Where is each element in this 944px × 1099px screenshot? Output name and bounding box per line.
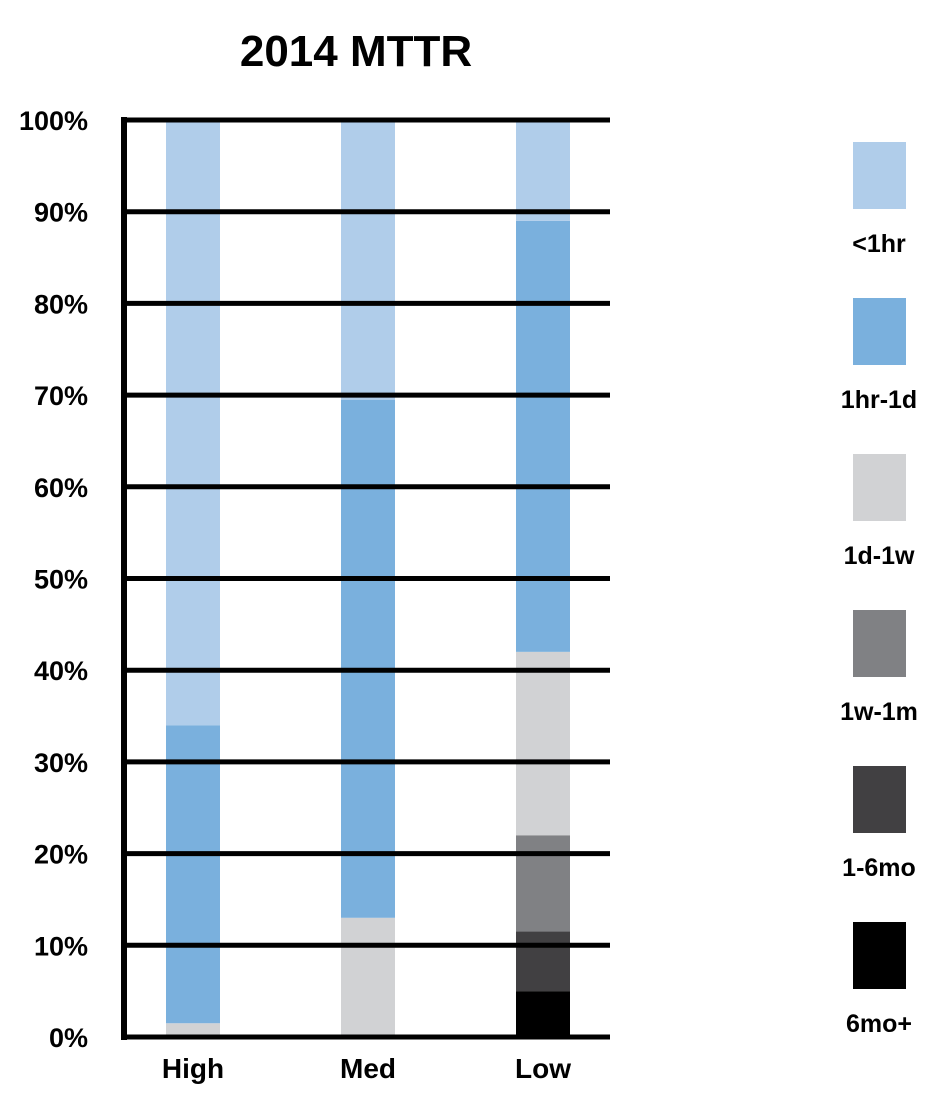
legend-label-6mo: 6mo+ bbox=[846, 1010, 912, 1038]
legend-swatch-1-6mo bbox=[853, 766, 906, 833]
y-tick-label: 10% bbox=[34, 931, 88, 961]
legend-swatch-1hr bbox=[853, 142, 906, 209]
legend-swatch-1d-1w bbox=[853, 454, 906, 521]
bar-low-1hr bbox=[516, 120, 570, 221]
bar-med-1hr-1d bbox=[341, 399, 395, 918]
y-tick-label: 50% bbox=[34, 565, 88, 595]
bar-med-1d-1w bbox=[341, 917, 395, 1037]
legend-swatch-1w-1m bbox=[853, 610, 906, 677]
legend-swatch-1hr-1d bbox=[853, 298, 906, 365]
y-tick-label: 80% bbox=[34, 289, 88, 319]
y-tick-label: 100% bbox=[19, 106, 88, 136]
legend-label-1d-1w: 1d-1w bbox=[844, 542, 915, 570]
chart-title: 2014 MTTR bbox=[240, 27, 472, 76]
bar-low-1d-1w bbox=[516, 651, 570, 836]
grid-layer bbox=[121, 117, 610, 1040]
bar-high-1d-1w bbox=[166, 1023, 220, 1037]
bar-low-1-6mo bbox=[516, 931, 570, 992]
y-tick-label: 20% bbox=[34, 840, 88, 870]
bar-low-1hr-1d bbox=[516, 220, 570, 652]
legend-swatch-6mo bbox=[853, 922, 906, 989]
legend: <1hr 1hr-1d 1d-1w 1w-1m 1-6mo 6mo+ bbox=[840, 142, 918, 1038]
bar-low-1w-1m bbox=[516, 835, 570, 932]
bar-low-6mo bbox=[516, 991, 570, 1037]
y-tick-labels: 0% 10% 20% 30% 40% 50% 60% 70% 80% 90% 100% bbox=[19, 106, 88, 1053]
bar-med-1hr bbox=[341, 120, 395, 400]
y-tick-label: 90% bbox=[34, 198, 88, 228]
x-category-labels: High Med Low bbox=[162, 1053, 571, 1084]
legend-label-1w-1m: 1w-1m bbox=[840, 698, 918, 726]
bar-high-1hr bbox=[166, 120, 220, 726]
x-category-label-low: Low bbox=[515, 1053, 571, 1084]
legend-label-1hr: <1hr bbox=[852, 230, 906, 258]
y-tick-label: 60% bbox=[34, 473, 88, 503]
x-category-label-high: High bbox=[162, 1053, 224, 1084]
x-category-label-med: Med bbox=[340, 1053, 396, 1084]
y-tick-label: 30% bbox=[34, 748, 88, 778]
y-tick-label: 40% bbox=[34, 656, 88, 686]
bar-high-1hr-1d bbox=[166, 725, 220, 1024]
legend-label-1hr-1d: 1hr-1d bbox=[841, 386, 917, 414]
y-tick-label: 70% bbox=[34, 381, 88, 411]
y-tick-label: 0% bbox=[49, 1023, 88, 1053]
legend-label-1-6mo: 1-6mo bbox=[842, 854, 916, 882]
